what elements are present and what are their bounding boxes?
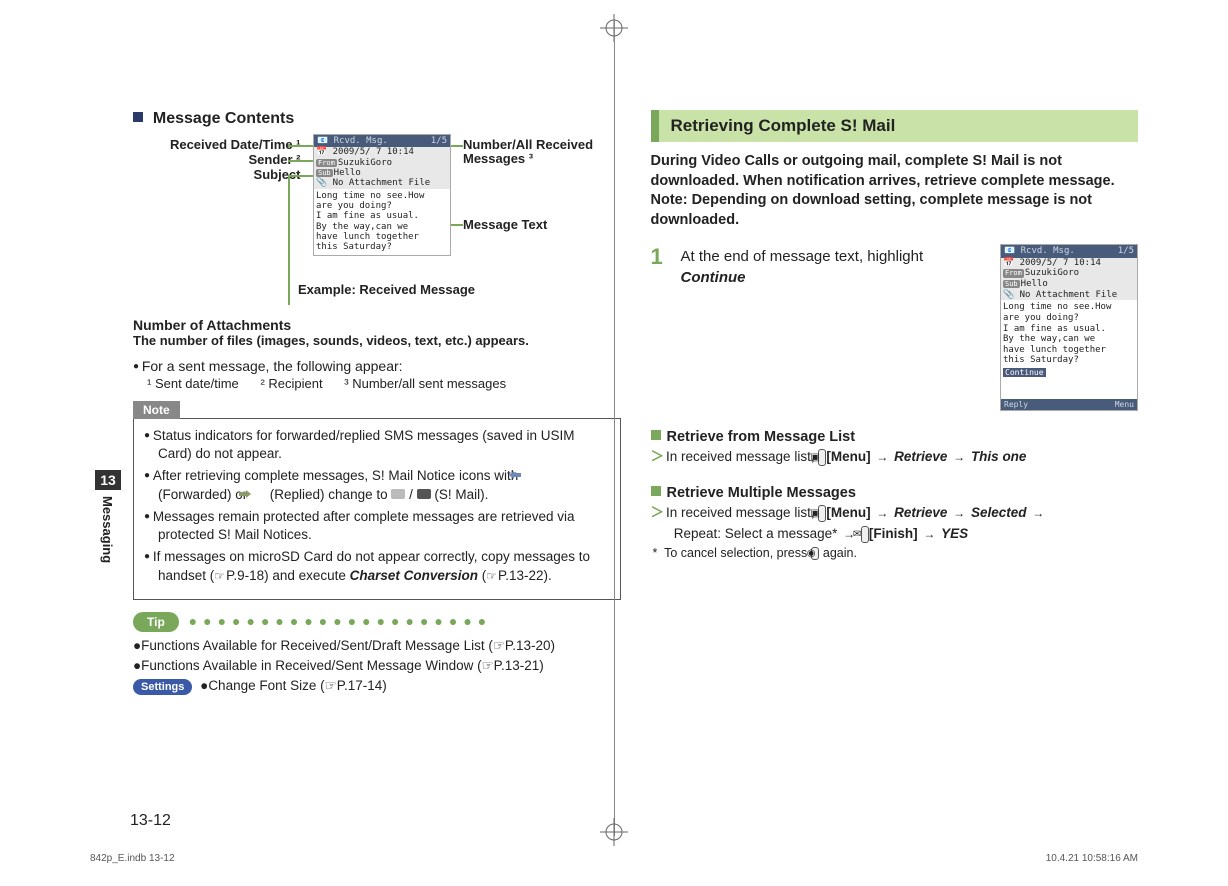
phone-from-row: FromSuzukiGoro: [1001, 268, 1137, 279]
mail-key-icon: ✉: [861, 526, 869, 543]
sent-message-note: For a sent message, the following appear…: [133, 358, 621, 374]
sidebar-tab: 13 Messaging: [95, 470, 121, 569]
phone-titlebar: 📧 Rcvd. Msg. 1/5: [1001, 245, 1137, 258]
right-heading: Retrieving Complete S! Mail: [651, 110, 1139, 142]
leader-line: [451, 145, 463, 147]
phone-counter: 1/5: [431, 136, 447, 146]
forwarded-icon: [522, 468, 537, 479]
footer-left: 842p_E.indb 13-12: [90, 853, 175, 864]
callout-sender: Sender ²: [141, 153, 301, 167]
footnote: * To cancel selection, press ◉ again.: [651, 546, 1139, 560]
note-item: After retrieving complete messages, S! M…: [144, 467, 610, 503]
subheading-retrieve-multiple: Retrieve Multiple Messages: [651, 485, 1139, 501]
note-item: If messages on microSD Card do not appea…: [144, 548, 610, 584]
phone-sub-row: SubHello: [1001, 279, 1137, 290]
square-bullet-icon: [651, 430, 661, 440]
callout-received-date: Received Date/Time ¹: [141, 138, 301, 152]
procedure-line: ＞In received message list, ▣[Menu] → Ret…: [651, 447, 1139, 467]
sup-1: ¹ Sent date/time: [147, 376, 239, 391]
column-divider: [614, 20, 615, 836]
phone-softkeys: Reply Menu: [1001, 399, 1137, 410]
step-row: 1 At the end of message text, highlight …: [651, 244, 1139, 411]
chapter-number: 13: [95, 470, 121, 490]
procedure-line: ＞In received message list, ▣[Menu] → Ret…: [651, 503, 1139, 544]
phone-reply: Reply: [1004, 400, 1028, 409]
callout-message-text: Message Text: [463, 218, 613, 232]
attachments-subtext: The number of files (images, sounds, vid…: [133, 333, 621, 348]
left-column: Message Contents Received Date/Time ¹ Se…: [95, 110, 621, 697]
note-label: Note: [133, 401, 180, 419]
example-caption: Example: Received Message: [298, 282, 475, 297]
phone-screenshot-left: 📧 Rcvd. Msg. 1/5 📅 2009/5/ 7 10:14 FromS…: [313, 134, 451, 256]
attachments-heading: Number of Attachments: [133, 317, 621, 333]
phone-from-row: FromSuzukiGoro: [314, 158, 450, 168]
leader-line: [288, 175, 313, 177]
square-bullet-icon: [651, 486, 661, 496]
step-number: 1: [651, 244, 669, 411]
chapter-label: Messaging: [95, 490, 120, 569]
phone-continue-row: Continue: [1001, 368, 1137, 399]
pointer-icon: [214, 568, 226, 583]
note-box: Status indicators for forwarded/replied …: [133, 418, 621, 600]
sup-3: ³ Number/all sent messages: [344, 376, 506, 391]
phone-menu: Menu: [1115, 400, 1134, 409]
tip-label: Tip: [133, 612, 179, 632]
callout-diagram: Received Date/Time ¹ Sender ² Subject Nu…: [133, 134, 621, 309]
note-item: Status indicators for forwarded/replied …: [144, 427, 610, 463]
phone-body-text: Long time no see.How are you doing? I am…: [314, 189, 450, 255]
square-bullet-icon: [133, 112, 143, 122]
callout-subject: Subject: [141, 168, 301, 182]
phone-sub-row: SubHello: [314, 168, 450, 178]
phone-attach-row: 📎 No Attachment File: [1001, 290, 1137, 301]
tip-dots: ●●●●●●●●●●●●●●●●●●●●●: [189, 613, 493, 629]
tip-line: ●Functions Available for Received/Sent/D…: [133, 636, 621, 656]
footer-right: 10.4.21 10:58:16 AM: [1046, 853, 1138, 864]
leader-line: [288, 175, 290, 305]
center-key-icon: ◉: [811, 547, 820, 560]
settings-pill: Settings: [133, 679, 192, 695]
pointer-icon: [486, 568, 498, 583]
phone-titlebar: 📧 Rcvd. Msg. 1/5: [314, 135, 450, 147]
sup-2: ² Recipient: [260, 376, 322, 391]
phone-title: Rcvd. Msg.: [334, 136, 388, 146]
subheading-retrieve-list: Retrieve from Message List: [651, 429, 1139, 445]
phone-body-text: Long time no see.How are you doing? I am…: [1001, 300, 1137, 368]
section-heading-row: Message Contents: [133, 110, 621, 128]
right-column: Retrieving Complete S! Mail During Video…: [651, 110, 1139, 697]
leader-line: [451, 224, 463, 226]
step-text: At the end of message text, highlight Co…: [681, 244, 989, 411]
leader-line: [288, 160, 313, 162]
envelope-icon: [391, 489, 405, 499]
phone-screenshot-right: 📧 Rcvd. Msg. 1/5 📅 2009/5/ 7 10:14 FromS…: [1000, 244, 1138, 411]
page-number: 13-12: [130, 812, 171, 830]
replied-icon: [251, 487, 266, 498]
phone-attach-row: 📎 No Attachment File: [314, 178, 450, 188]
callout-number-all: Number/All Received Messages ³: [463, 138, 613, 167]
tip-content: ●Functions Available for Received/Sent/D…: [133, 636, 621, 697]
tip-line: ●Functions Available in Received/Sent Me…: [133, 656, 621, 676]
continue-keyword: Continue: [681, 269, 746, 286]
phone-date-row: 📅 2009/5/ 7 10:14: [1001, 258, 1137, 269]
right-intro: During Video Calls or outgoing mail, com…: [651, 152, 1139, 230]
leader-line: [288, 145, 313, 147]
section-heading: Message Contents: [153, 110, 294, 127]
tip-row: Tip ●●●●●●●●●●●●●●●●●●●●●: [133, 612, 621, 632]
crop-mark-bottom: [600, 818, 628, 846]
phone-date-row: 📅 2009/5/ 7 10:14: [314, 147, 450, 157]
tip-line: Settings ●Change Font Size (☞P.17-14): [133, 676, 621, 696]
smail-icon: [417, 489, 431, 499]
note-item: Messages remain protected after complete…: [144, 508, 610, 544]
superscript-legend: ¹ Sent date/time ² Recipient ³ Number/al…: [147, 376, 621, 391]
